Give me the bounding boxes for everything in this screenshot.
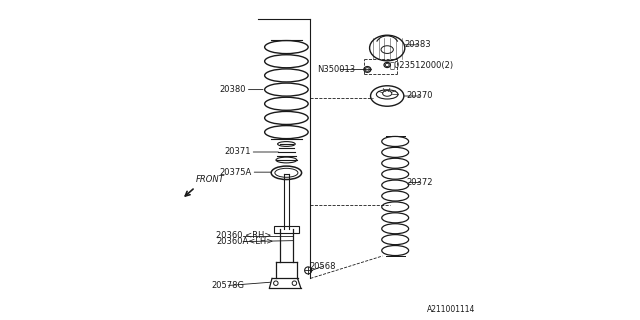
Text: 20360A<LH>: 20360A<LH> [216,237,273,246]
Text: 20578G: 20578G [211,281,244,290]
Text: A211001114: A211001114 [427,305,475,314]
Text: 20372: 20372 [406,178,433,187]
Text: FRONT: FRONT [196,175,225,184]
Text: 20370: 20370 [404,92,433,100]
Text: ⓝ023512000(2): ⓝ023512000(2) [390,60,454,69]
Text: 20380: 20380 [219,85,263,94]
Text: N350013: N350013 [317,65,355,74]
Text: 20360 <RH>: 20360 <RH> [216,231,271,240]
Text: 20568: 20568 [310,262,336,271]
Text: 20383: 20383 [405,40,431,49]
Text: 20375A: 20375A [219,168,271,177]
Text: 20371: 20371 [224,148,278,156]
